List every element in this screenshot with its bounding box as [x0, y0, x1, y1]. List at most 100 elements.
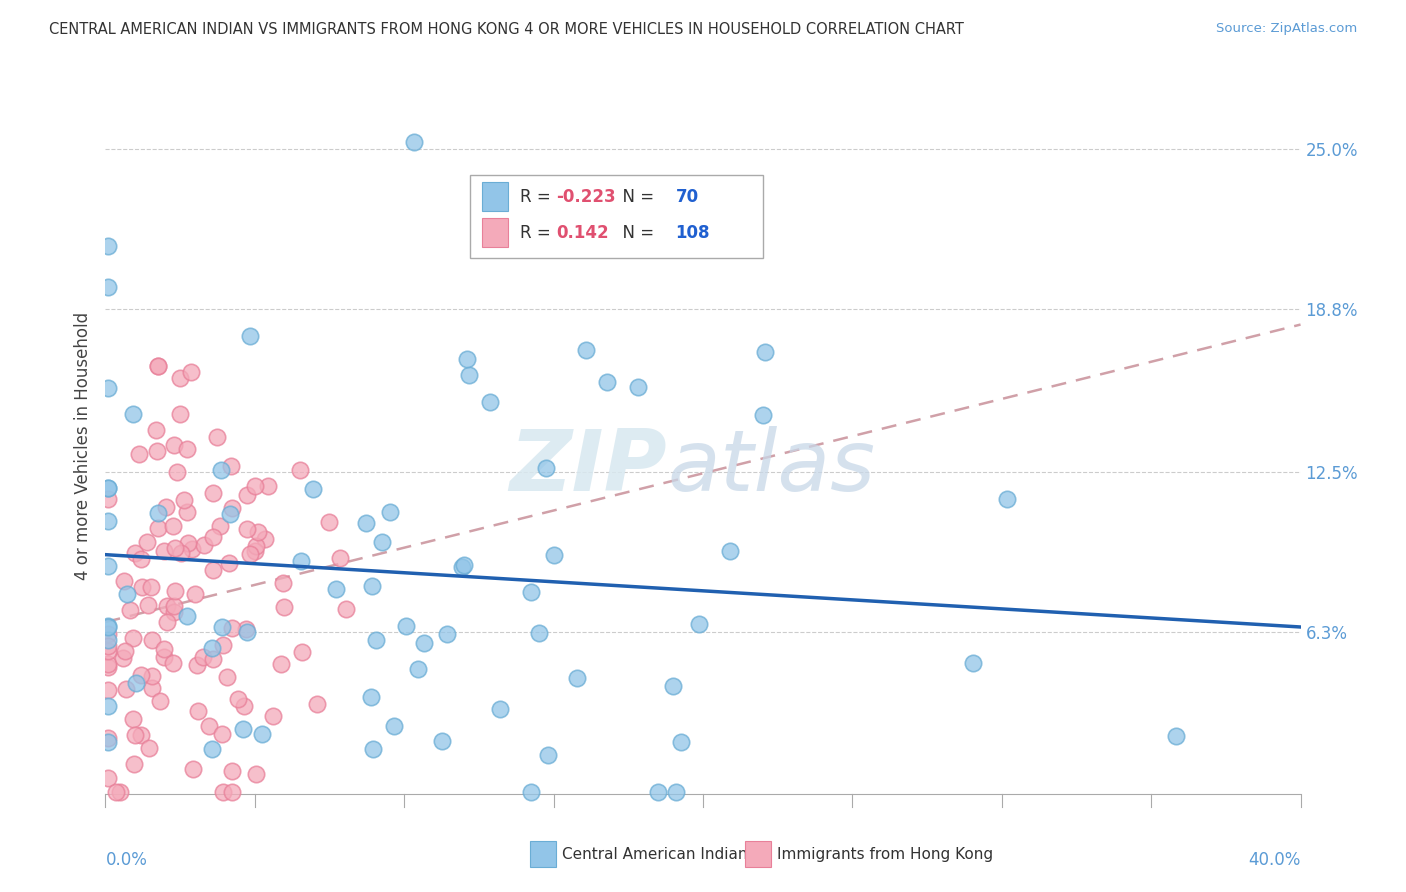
Point: [121, 407, 143, 421]
Point: [436, 627, 458, 641]
Point: [97, 731, 120, 746]
Point: [162, 519, 184, 533]
Point: [173, 493, 195, 508]
Point: [148, 521, 170, 535]
Point: [128, 447, 150, 461]
Point: [718, 544, 741, 558]
Point: [97, 735, 120, 749]
Point: [176, 608, 198, 623]
Point: [201, 530, 224, 544]
Point: [156, 615, 179, 630]
Point: [148, 506, 170, 520]
Point: [243, 543, 266, 558]
Point: [534, 460, 557, 475]
Text: Source: ZipAtlas.com: Source: ZipAtlas.com: [1216, 22, 1357, 36]
Point: [329, 551, 352, 566]
Point: [207, 430, 229, 444]
Point: [669, 734, 692, 748]
Point: [307, 698, 329, 712]
Point: [187, 704, 209, 718]
Text: -0.223: -0.223: [555, 187, 616, 206]
Text: Central American Indians: Central American Indians: [562, 847, 755, 862]
Point: [527, 626, 550, 640]
Text: R =: R =: [520, 187, 557, 206]
Point: [209, 463, 232, 477]
Point: [97, 514, 120, 528]
Point: [183, 586, 205, 600]
Point: [211, 620, 233, 634]
Point: [153, 544, 176, 558]
Point: [380, 505, 402, 519]
Point: [233, 698, 256, 713]
Point: [124, 545, 146, 559]
Bar: [482, 182, 508, 211]
Point: [122, 757, 145, 772]
Point: [318, 515, 340, 529]
Point: [155, 500, 177, 514]
Point: [201, 741, 224, 756]
Point: [257, 479, 280, 493]
Point: [647, 785, 669, 799]
Point: [201, 651, 224, 665]
Point: [430, 733, 453, 747]
Point: [141, 669, 163, 683]
Point: [273, 599, 295, 614]
Point: [186, 658, 208, 673]
Point: [271, 575, 294, 590]
Point: [596, 376, 619, 390]
Point: [148, 359, 170, 373]
Point: [97, 640, 120, 654]
Point: [245, 767, 267, 781]
Point: [97, 771, 120, 785]
Point: [138, 598, 160, 612]
Point: [270, 657, 292, 672]
Point: [97, 481, 120, 495]
Point: [382, 719, 405, 733]
Point: [575, 343, 598, 357]
FancyBboxPatch shape: [470, 175, 762, 258]
Point: [453, 558, 475, 572]
Point: [1166, 730, 1188, 744]
Point: [162, 657, 184, 671]
Point: [212, 639, 235, 653]
Point: [97, 633, 120, 648]
Point: [335, 602, 357, 616]
Point: [122, 631, 145, 645]
Point: [360, 690, 382, 704]
Point: [131, 580, 153, 594]
Point: [202, 563, 225, 577]
Point: [97, 683, 120, 698]
Point: [97, 481, 120, 495]
Text: R =: R =: [520, 224, 557, 242]
Point: [146, 359, 169, 374]
Point: [413, 635, 436, 649]
Point: [163, 605, 186, 619]
Point: [139, 580, 162, 594]
Point: [156, 599, 179, 613]
Point: [176, 505, 198, 519]
Point: [247, 525, 270, 540]
Point: [110, 785, 132, 799]
Point: [662, 679, 685, 693]
Point: [215, 670, 238, 684]
Point: [176, 442, 198, 456]
Point: [117, 587, 139, 601]
Point: [114, 644, 136, 658]
Point: [125, 676, 148, 690]
Point: [221, 785, 243, 799]
Text: 0.142: 0.142: [555, 224, 609, 242]
Point: [153, 642, 176, 657]
Point: [250, 727, 273, 741]
Y-axis label: 4 or more Vehicles in Household: 4 or more Vehicles in Household: [75, 312, 93, 580]
Point: [478, 394, 501, 409]
Point: [129, 728, 152, 742]
Bar: [482, 219, 508, 247]
Point: [191, 650, 214, 665]
Text: CENTRAL AMERICAN INDIAN VS IMMIGRANTS FROM HONG KONG 4 OR MORE VEHICLES IN HOUSE: CENTRAL AMERICAN INDIAN VS IMMIGRANTS FR…: [49, 22, 965, 37]
Point: [364, 633, 387, 648]
Point: [138, 740, 160, 755]
Point: [97, 381, 120, 395]
Point: [162, 438, 184, 452]
Text: 40.0%: 40.0%: [1249, 851, 1301, 869]
Point: [97, 627, 120, 641]
